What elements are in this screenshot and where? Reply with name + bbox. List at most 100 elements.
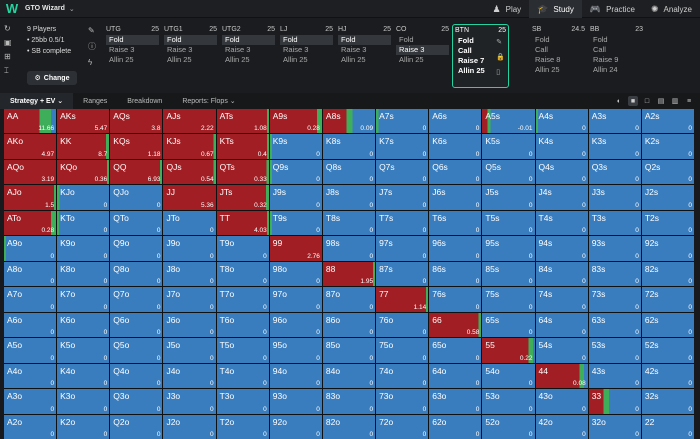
hand-cell[interactable]: T2o 0 — [216, 414, 269, 439]
palette-icon[interactable]: ◐ — [616, 97, 622, 105]
hand-cell[interactable]: T3o 0 — [216, 389, 269, 414]
hand-cell[interactable]: A6o 0 — [4, 312, 57, 338]
tab-reports-flops[interactable]: Reports: Flops ⌄ — [182, 98, 236, 105]
hand-cell[interactable]: 93o 0 — [269, 389, 322, 414]
position-utg2[interactable]: UTG2 25 Fold Raise 3 Allin 25 — [220, 24, 277, 88]
hand-cell[interactable]: 92o 0 — [269, 414, 322, 439]
hand-cell[interactable]: J8s 0 — [322, 185, 376, 210]
action-option[interactable]: Raise 9 — [593, 55, 619, 64]
action-option[interactable]: Allin 25 — [109, 55, 134, 64]
hand-cell[interactable]: KJs 0.67 — [163, 134, 216, 159]
hand-cell[interactable]: 82o 0 — [322, 414, 376, 439]
action-option[interactable]: Allin 25 — [283, 55, 308, 64]
hand-cell[interactable]: AQs 3.8 — [110, 109, 163, 134]
position-hj[interactable]: HJ 25 Fold Raise 3 Allin 25 — [336, 24, 393, 88]
hand-cell[interactable]: Q4s 0 — [535, 159, 588, 185]
hand-cell[interactable]: J4o 0 — [163, 363, 216, 389]
nav-study[interactable]: 🎓 Study — [529, 0, 582, 18]
action-option[interactable]: Fold — [399, 35, 414, 44]
hand-cell[interactable]: 77 1.14 — [376, 287, 429, 312]
hand-cell[interactable]: T4s 0 — [535, 210, 588, 236]
hand-cell[interactable]: Q5s 0 — [482, 159, 535, 185]
hand-cell[interactable]: T9o 0 — [216, 236, 269, 261]
hand-cell[interactable]: T9s 0 — [269, 210, 322, 236]
hand-cell[interactable]: 86o 0 — [322, 312, 376, 338]
hand-cell[interactable]: AQo 3.19 — [4, 159, 57, 185]
hand-cell[interactable]: T5s 0 — [482, 210, 535, 236]
hand-cell[interactable]: 65o 0 — [429, 338, 482, 363]
nav-play[interactable]: ♟ Play — [485, 0, 530, 18]
action-option[interactable]: Fold — [280, 35, 333, 45]
action-option[interactable]: Fold — [106, 35, 159, 45]
hand-cell[interactable]: 83o 0 — [322, 389, 376, 414]
hand-cell[interactable]: 92s 0 — [641, 236, 694, 261]
hand-cell[interactable]: 22 0 — [641, 414, 694, 439]
hand-cell[interactable]: 52s 0 — [641, 338, 694, 363]
hand-cell[interactable]: J8o 0 — [163, 261, 216, 287]
gamepad-icon[interactable]: ⊞ — [4, 52, 11, 61]
hand-cell[interactable]: K8s 0 — [322, 134, 376, 159]
grid-view-icon[interactable]: ■ — [628, 96, 638, 106]
app-title[interactable]: GTO Wizard — [25, 5, 65, 12]
hand-cell[interactable]: AKo 4.97 — [4, 134, 57, 159]
hand-cell[interactable]: 85s 0 — [482, 261, 535, 287]
hand-cell[interactable]: 74o 0 — [376, 363, 429, 389]
hand-cell[interactable]: J2o 0 — [163, 414, 216, 439]
hand-cell[interactable]: 64o 0 — [429, 363, 482, 389]
action-option[interactable]: Fold — [535, 35, 550, 44]
hand-cell[interactable]: J6s 0 — [429, 185, 482, 210]
hand-cell[interactable]: T8s 0 — [322, 210, 376, 236]
action-option[interactable]: Fold — [164, 35, 217, 45]
action-option[interactable]: Fold — [338, 35, 391, 45]
hand-cell[interactable]: K2s 0 — [641, 134, 694, 159]
hand-cell[interactable]: K5s 0 — [482, 134, 535, 159]
action-option[interactable]: Allin 25 — [225, 55, 250, 64]
hand-cell[interactable]: K6s 0 — [429, 134, 482, 159]
hand-cell[interactable]: K3s 0 — [588, 134, 641, 159]
hand-cell[interactable]: T7o 0 — [216, 287, 269, 312]
nav-analyze[interactable]: ✺ Analyze — [643, 0, 700, 18]
info-icon[interactable]: ⓘ — [88, 42, 96, 51]
pencil-icon[interactable]: ✎ — [88, 26, 95, 35]
hand-cell[interactable]: A6s 0 — [429, 109, 482, 134]
action-option[interactable]: Fold — [222, 35, 275, 45]
hand-cell[interactable]: 86s 0 — [429, 261, 482, 287]
hand-cell[interactable]: AJo 1.5 — [4, 185, 57, 210]
hand-cell[interactable]: JTo 0 — [163, 210, 216, 236]
hand-cell[interactable]: Q7o 0 — [110, 287, 163, 312]
hand-cell[interactable]: K8o 0 — [57, 261, 110, 287]
gto-wizard-logo-icon[interactable]: W — [5, 1, 19, 16]
hand-cell[interactable]: 98o 0 — [269, 261, 322, 287]
hand-cell[interactable]: K4s 0 — [535, 134, 588, 159]
action-option[interactable]: Allin 25 — [458, 66, 485, 75]
hand-cell[interactable]: 73s 0 — [588, 287, 641, 312]
hand-cell[interactable]: QJo 0 — [110, 185, 163, 210]
hand-cell[interactable]: Q8o 0 — [110, 261, 163, 287]
hand-cell[interactable]: 66 0.58 — [429, 312, 482, 338]
hand-cell[interactable]: 97o 0 — [269, 287, 322, 312]
hand-cell[interactable]: T4o 0 — [216, 363, 269, 389]
hand-cell[interactable]: JTs 0.32 — [216, 185, 269, 210]
hand-cell[interactable]: 55 0.22 — [482, 338, 535, 363]
action-option[interactable]: Raise 7 — [458, 56, 485, 65]
action-option[interactable]: Raise 3 — [396, 45, 449, 55]
hand-cell[interactable]: K6o 0 — [57, 312, 110, 338]
hand-cell[interactable]: Q5o 0 — [110, 338, 163, 363]
hand-cell[interactable]: A2o 0 — [4, 414, 57, 439]
tab-breakdown[interactable]: Breakdown — [127, 97, 163, 105]
hand-cell[interactable]: KK 8.7 — [57, 134, 110, 159]
hand-cell[interactable]: 54s 0 — [535, 338, 588, 363]
hand-cell[interactable]: A9s 0.28 — [269, 109, 322, 134]
hand-cell[interactable]: Q6o 0 — [110, 312, 163, 338]
tab-strategy-ev[interactable]: Strategy + EV ⌄ — [0, 93, 74, 109]
hand-cell[interactable]: 32s 0 — [641, 389, 694, 414]
hand-cell[interactable]: T6o 0 — [216, 312, 269, 338]
hand-cell[interactable]: 95s 0 — [482, 236, 535, 261]
lock-icon[interactable]: 🔒 — [496, 54, 505, 61]
hand-cell[interactable]: J7s 0 — [376, 185, 429, 210]
hand-cell[interactable]: ATs 1.08 — [216, 109, 269, 134]
position-co[interactable]: CO 25 Fold Raise 3 Allin 25 — [394, 24, 451, 88]
hand-cell[interactable]: A4o 0 — [4, 363, 57, 389]
hand-cell[interactable]: K7o 0 — [57, 287, 110, 312]
hand-cell[interactable]: J2s 0 — [641, 185, 694, 210]
